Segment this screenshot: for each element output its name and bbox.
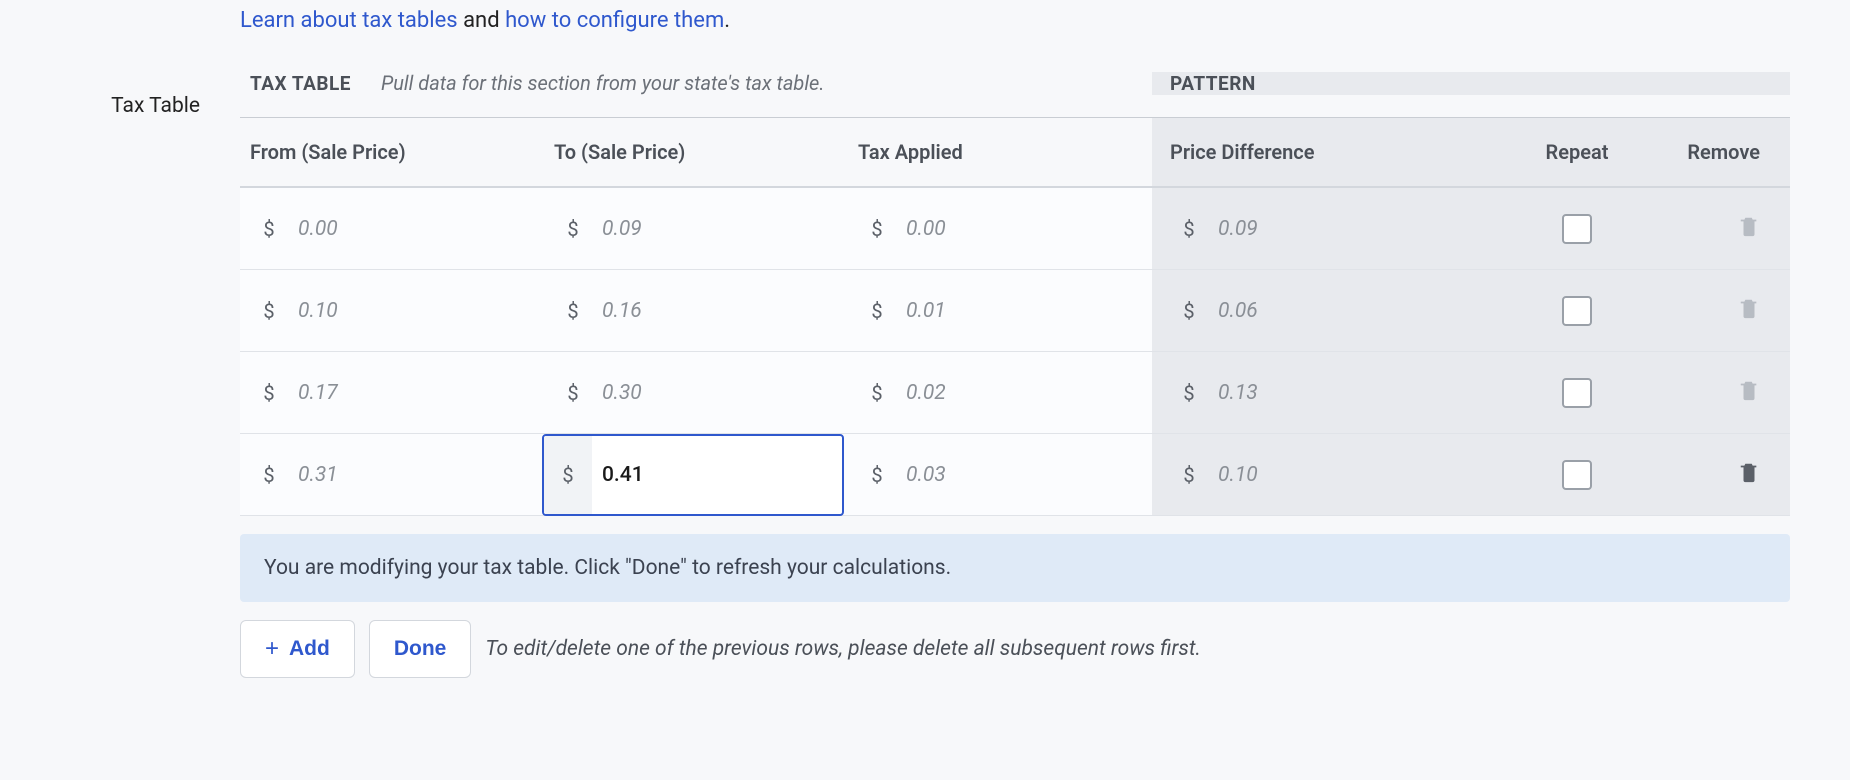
to-input[interactable]: $0.30 [554,366,764,420]
dollar-sign: $ [250,463,288,487]
to-input[interactable]: $0.16 [554,284,764,338]
done-button-label: Done [394,637,447,661]
from-input[interactable]: $0.17 [250,366,460,420]
tax-input[interactable]: $0.02 [858,366,1068,420]
table-row: $0.00$0.09$0.00$0.09 [240,188,1790,270]
trash-icon [1738,377,1760,403]
intro-text: Learn about tax tables and how to config… [240,0,1790,63]
diff-input[interactable]: $0.06 [1170,284,1380,338]
tax-input[interactable]: $0.00 [858,202,1068,256]
tax-input[interactable]: $0.01 [858,284,1068,338]
trash-icon [1738,295,1760,321]
to-input-value: 0.30 [592,381,764,405]
to-input[interactable]: $0.09 [554,202,764,256]
from-input[interactable]: $0.00 [250,202,460,256]
dollar-sign: $ [858,381,896,405]
tax-input[interactable]: $0.03 [858,448,1068,502]
col-header-to: To (Sale Price) [544,118,848,186]
col-header-tax: Tax Applied [848,118,1152,186]
plus-icon: + [265,637,279,661]
to-input-value: 0.16 [592,299,764,323]
footer-note: To edit/delete one of the previous rows,… [485,637,1201,661]
from-input-value: 0.10 [288,299,460,323]
dollar-sign: $ [554,299,592,323]
dollar-sign: $ [554,381,592,405]
add-button[interactable]: + Add [240,620,355,678]
tax-input-value: 0.01 [896,299,1068,323]
table-subheader: TAX TABLE Pull data for this section fro… [240,63,1790,118]
remove-button[interactable] [1738,459,1760,490]
dollar-sign: $ [1170,463,1208,487]
from-input[interactable]: $0.10 [250,284,460,338]
learn-link[interactable]: Learn about tax tables [240,8,458,33]
remove-button[interactable] [1738,295,1760,326]
dollar-sign: $ [1170,381,1208,405]
col-header-repeat: Repeat [1512,118,1642,186]
intro-period: . [724,8,730,33]
dollar-sign: $ [1170,299,1208,323]
tax-table-title: TAX TABLE [250,72,351,95]
dollar-sign: $ [554,217,592,241]
diff-input[interactable]: $0.13 [1170,366,1380,420]
from-input-value: 0.00 [288,217,460,241]
repeat-checkbox[interactable] [1562,296,1592,326]
diff-input-value: 0.10 [1208,463,1380,487]
to-input-value: 0.41 [592,463,842,487]
col-header-diff: Price Difference [1152,118,1512,186]
repeat-checkbox[interactable] [1562,460,1592,490]
tax-input-value: 0.00 [896,217,1068,241]
table-row: $0.31$0.41$0.03$0.10 [240,434,1790,516]
diff-input[interactable]: $0.09 [1170,202,1380,256]
dollar-sign: $ [858,299,896,323]
diff-input-value: 0.09 [1208,217,1380,241]
modification-notice: You are modifying your tax table. Click … [240,534,1790,602]
add-button-label: Add [289,637,330,661]
table-row: $0.10$0.16$0.01$0.06 [240,270,1790,352]
remove-button[interactable] [1738,213,1760,244]
from-input-value: 0.17 [288,381,460,405]
intro-mid: and [458,8,505,33]
from-input-value: 0.31 [288,463,460,487]
action-bar: + Add Done To edit/delete one of the pre… [240,620,1790,678]
tax-table-panel: Learn about tax tables and how to config… [240,0,1790,678]
pattern-title: PATTERN [1152,72,1790,95]
to-input-value: 0.09 [592,217,764,241]
repeat-checkbox[interactable] [1562,214,1592,244]
done-button[interactable]: Done [369,620,472,678]
from-input[interactable]: $0.31 [250,448,460,502]
tax-table-desc: Pull data for this section from your sta… [381,71,824,95]
diff-input[interactable]: $0.10 [1170,448,1380,502]
dollar-sign: $ [250,381,288,405]
tax-input-value: 0.02 [896,381,1068,405]
to-input[interactable]: $0.41 [542,434,844,516]
dollar-sign: $ [544,436,592,514]
remove-button[interactable] [1738,377,1760,408]
trash-icon [1738,213,1760,239]
dollar-sign: $ [1170,217,1208,241]
diff-input-value: 0.06 [1208,299,1380,323]
dollar-sign: $ [858,463,896,487]
section-label: Tax Table [60,0,200,118]
diff-input-value: 0.13 [1208,381,1380,405]
tax-input-value: 0.03 [896,463,1068,487]
col-header-remove: Remove [1642,118,1790,186]
col-header-from: From (Sale Price) [240,118,544,186]
configure-link[interactable]: how to configure them [505,8,724,33]
repeat-checkbox[interactable] [1562,378,1592,408]
dollar-sign: $ [858,217,896,241]
table-header-row: From (Sale Price) To (Sale Price) Tax Ap… [240,118,1790,188]
dollar-sign: $ [250,217,288,241]
dollar-sign: $ [250,299,288,323]
trash-icon [1738,459,1760,485]
table-row: $0.17$0.30$0.02$0.13 [240,352,1790,434]
